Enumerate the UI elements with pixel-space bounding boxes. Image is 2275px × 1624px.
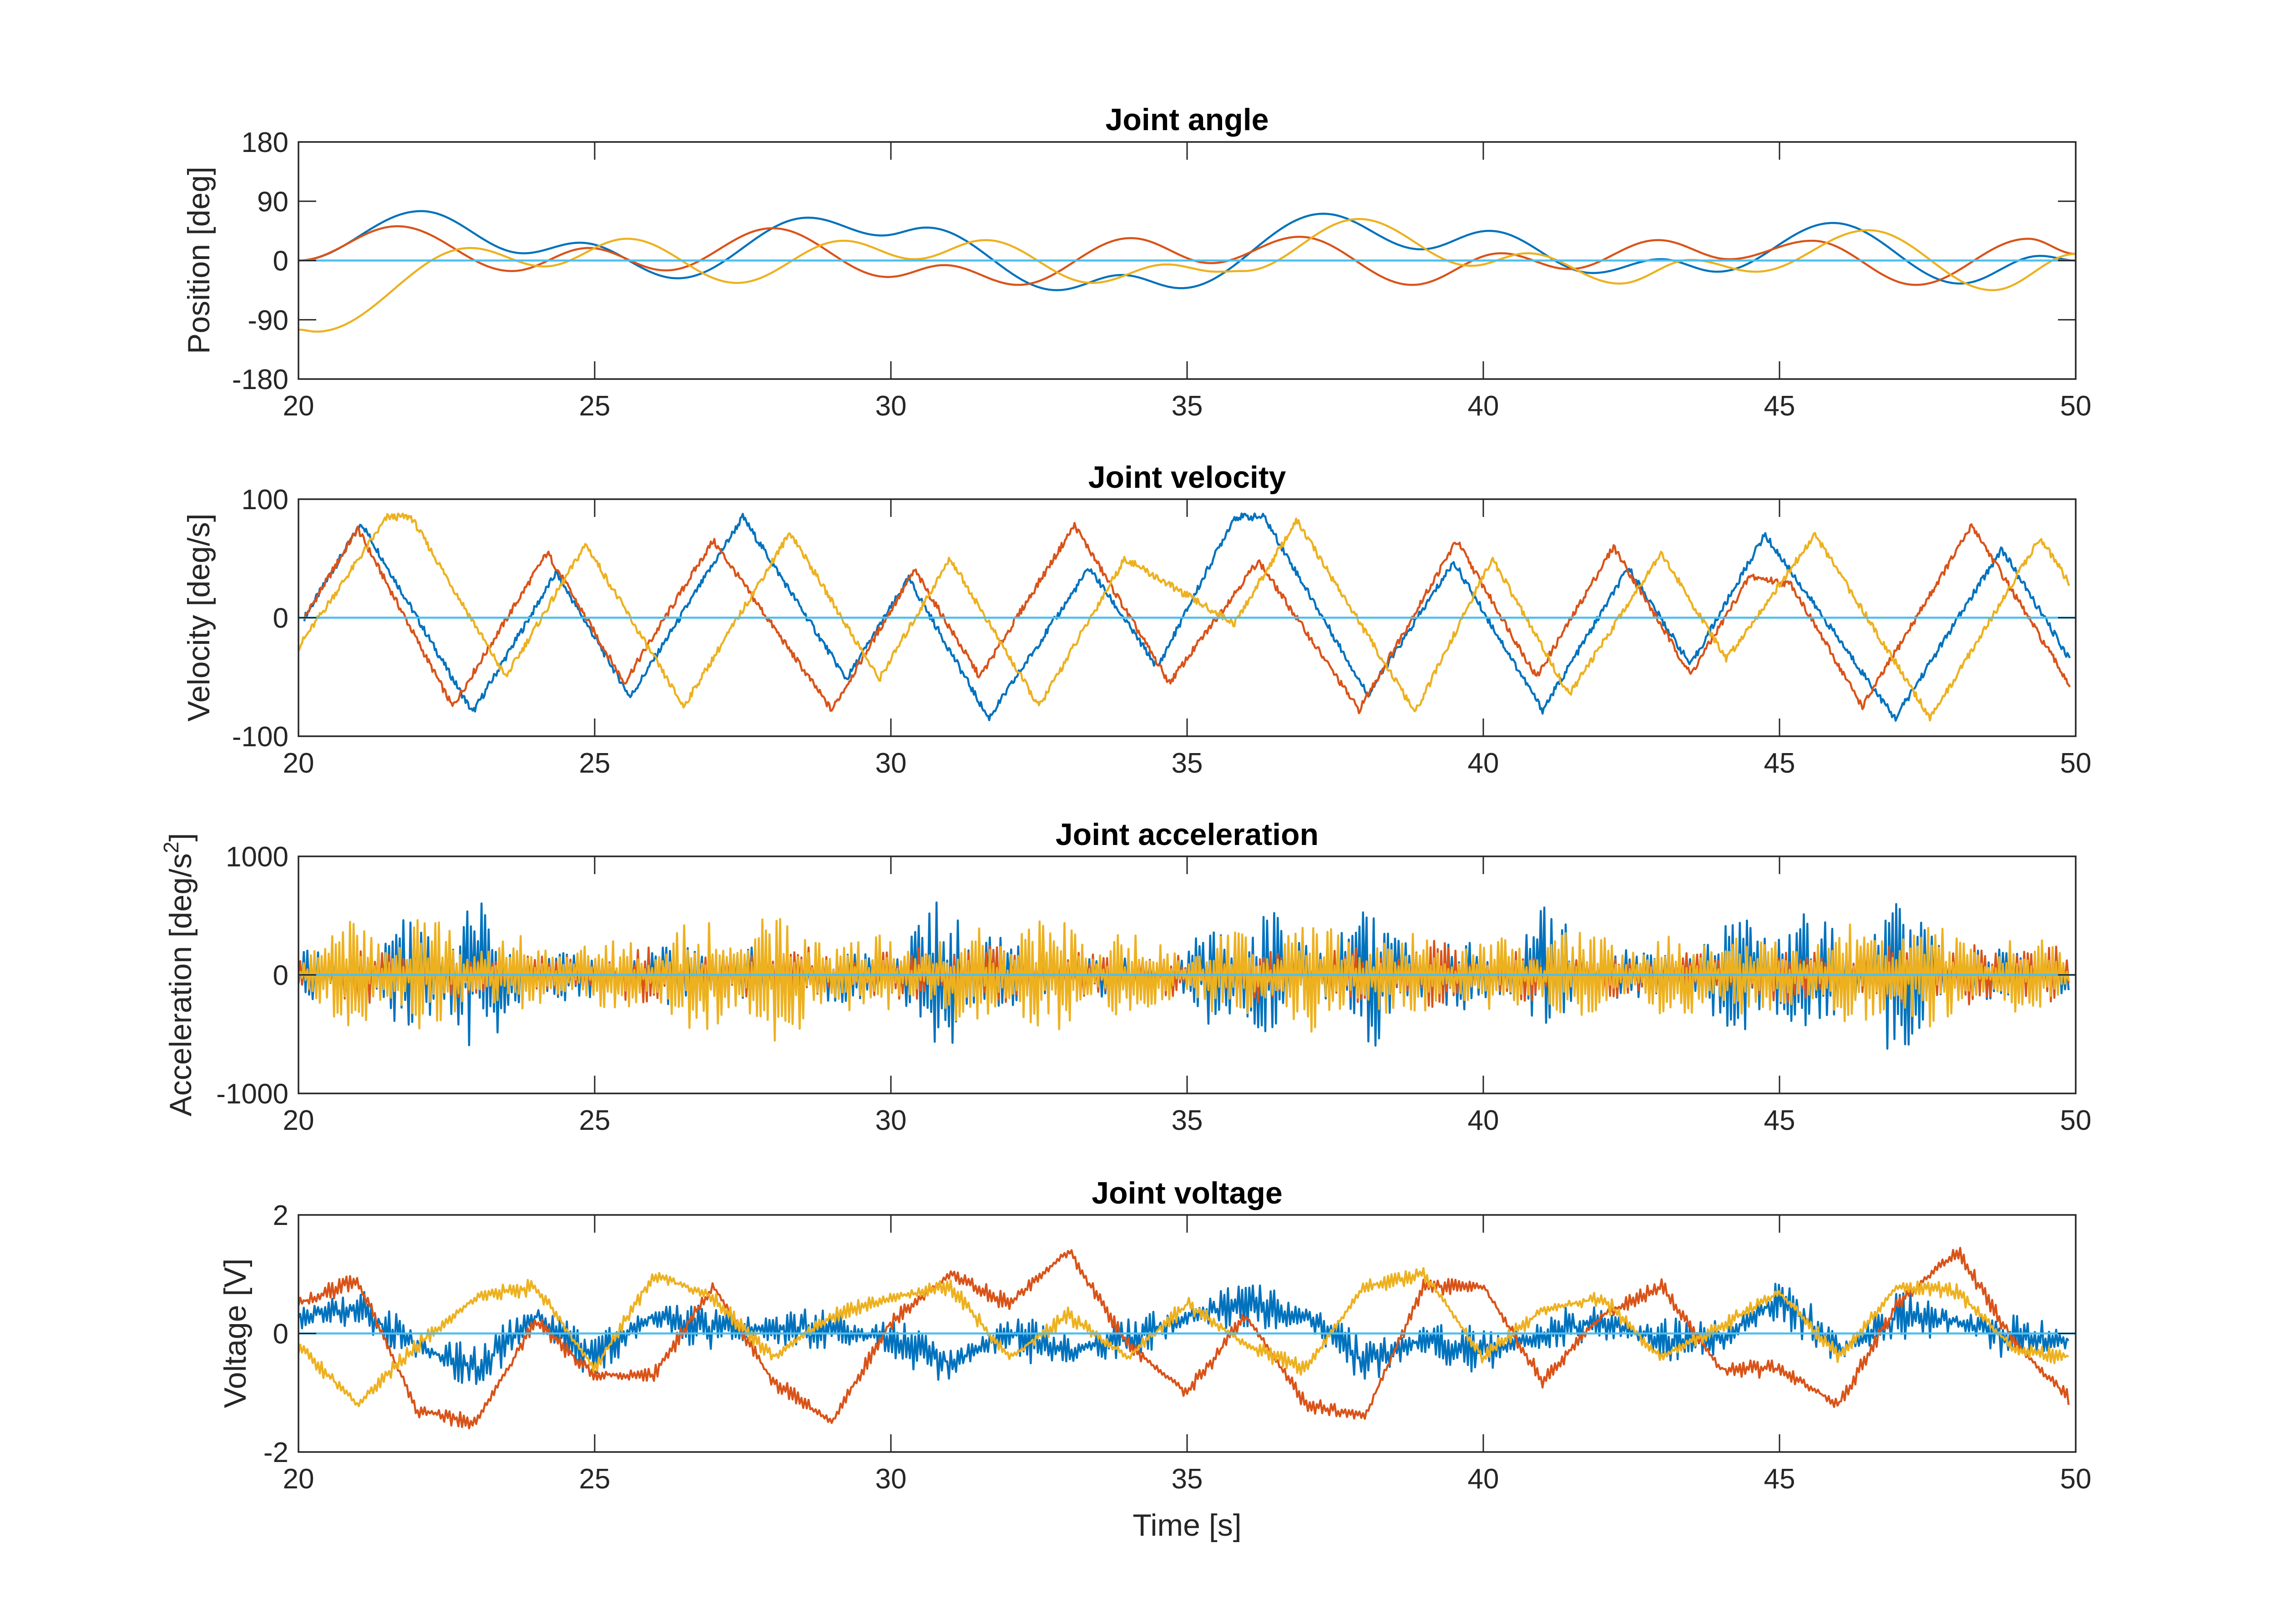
x-tick-label: 50: [2060, 748, 2092, 779]
y-axis-label: Position [deg]: [182, 167, 216, 354]
subplot-joint-velocity: Joint velocity Velocity [deg/s] 20 25 30 35…: [182, 460, 2091, 779]
y-tick-label: -2: [263, 1437, 288, 1468]
x-axis-label: Time [s]: [1132, 1508, 1241, 1543]
x-tick-label: 20: [283, 390, 314, 422]
y-tick-label: -90: [248, 305, 288, 336]
x-tick-label: 25: [579, 390, 611, 422]
subplot-joint-acceleration: Joint acceleration Acceleration [deg/s2]…: [159, 817, 2091, 1136]
x-tick-label: 45: [1764, 748, 1795, 779]
y-tick-label: -1000: [216, 1078, 288, 1110]
x-tick-label: 25: [579, 1105, 611, 1136]
y-axis-label-superscript: 2: [159, 841, 183, 853]
x-tick-label: 25: [579, 1463, 611, 1495]
y-tick-label: 0: [273, 1319, 288, 1350]
x-tick-label: 35: [1172, 748, 1203, 779]
x-tick-label: 35: [1172, 1463, 1203, 1495]
plot-area: [298, 512, 2076, 722]
x-tick-label: 40: [1468, 1105, 1499, 1136]
y-axis-label: Acceleration [deg/s2]: [159, 833, 198, 1117]
chart-title: Joint angle: [1106, 102, 1269, 137]
x-tick-label: 50: [2060, 390, 2092, 422]
x-tick-label: 40: [1468, 390, 1499, 422]
chart-title: Joint voltage: [1092, 1176, 1282, 1210]
series-line-2: [303, 521, 2071, 714]
y-axis-label: Voltage [V]: [218, 1259, 253, 1408]
chart-title: Joint acceleration: [1056, 817, 1319, 852]
y-axis-label-end: ]: [163, 833, 198, 842]
y-tick-label: 100: [242, 484, 288, 516]
y-axis-label: Velocity [deg/s]: [182, 513, 216, 721]
x-tick-label: 20: [283, 1105, 314, 1136]
x-tick-label: 40: [1468, 748, 1499, 779]
x-tick-label: 50: [2060, 1463, 2092, 1495]
series-line-2: [298, 225, 2076, 286]
x-tick-label: 45: [1764, 1463, 1795, 1495]
series-line-3: [298, 512, 2070, 722]
plot-area: [298, 210, 2076, 333]
series-line-3: [298, 218, 2076, 333]
x-tick-label: 30: [875, 748, 907, 779]
x-tick-label: 25: [579, 748, 611, 779]
x-tick-label: 30: [875, 390, 907, 422]
series-line-3: [298, 918, 2070, 1042]
x-tick-label: 20: [283, 1463, 314, 1495]
series-line-2: [298, 1247, 2070, 1430]
x-tick-label: 35: [1172, 1105, 1203, 1136]
y-tick-label: -100: [232, 721, 288, 753]
y-tick-label: 180: [242, 127, 288, 158]
x-tick-label: 30: [875, 1105, 907, 1136]
subplot-joint-voltage: Joint voltage Voltage [V] Time [s] 20 25 3…: [218, 1176, 2091, 1543]
x-tick-label: 45: [1764, 390, 1795, 422]
plot-area: [298, 1247, 2076, 1430]
series-line-1: [298, 210, 2076, 291]
y-tick-label: 1000: [226, 841, 288, 873]
x-tick-label: 50: [2060, 1105, 2092, 1136]
y-tick-label: 2: [273, 1200, 288, 1231]
y-axis-label-main: Acceleration [deg/s: [163, 853, 198, 1116]
x-tick-label: 30: [875, 1463, 907, 1495]
subplot-joint-angle: Joint angle Position [deg] 20 25 30 35 40 45 5…: [182, 102, 2091, 422]
x-tick-label: 40: [1468, 1463, 1499, 1495]
y-tick-label: -180: [232, 364, 288, 395]
x-tick-label: 20: [283, 748, 314, 779]
plot-area: [298, 901, 2076, 1050]
x-tick-label: 45: [1764, 1105, 1795, 1136]
series-line-3: [298, 1267, 2069, 1407]
y-tick-label: 0: [273, 603, 288, 634]
y-tick-label: 0: [273, 960, 288, 992]
y-tick-label: 90: [257, 186, 288, 218]
chart-title: Joint velocity: [1088, 460, 1286, 495]
x-tick-label: 35: [1172, 390, 1203, 422]
y-tick-label: 0: [273, 246, 288, 277]
